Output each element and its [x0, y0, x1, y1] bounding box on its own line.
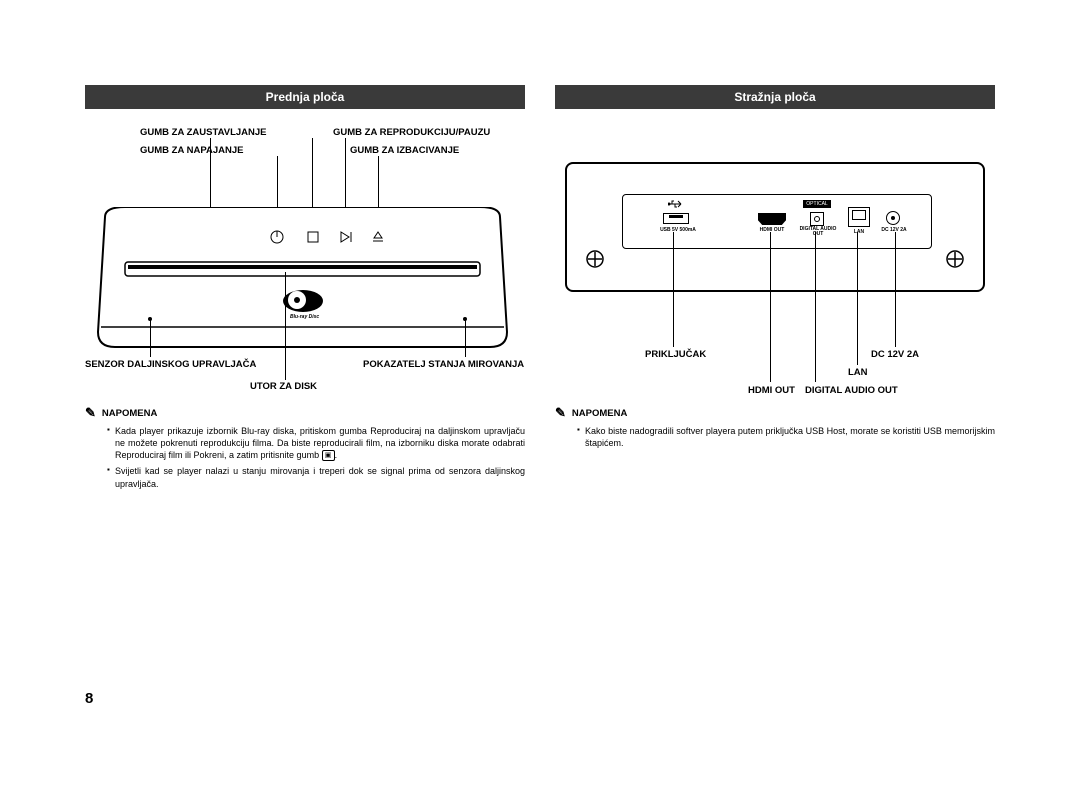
- front-panel-section: Prednja ploča GUMB ZA ZAUSTAVLJANJE GUMB…: [85, 85, 525, 494]
- device-rear-illustration: USB 5V 500mA HDMI OUT OPTICAL DIGITAL AU…: [565, 162, 985, 292]
- label-hdmi-out: HDMI OUT: [748, 385, 795, 396]
- note-item: Kada player prikazuje izbornik Blu-ray d…: [107, 425, 525, 461]
- label-remote-sensor: SENZOR DALJINSKOG UPRAVLJAČA: [85, 359, 256, 370]
- label-connector: PRIKLJUČAK: [645, 349, 706, 360]
- port-label-usb: USB 5V 500mA: [653, 227, 703, 233]
- port-label-dc: DC 12V 2A: [876, 227, 912, 233]
- rear-diagram: USB 5V 500mA HDMI OUT OPTICAL DIGITAL AU…: [555, 127, 995, 387]
- port-label-lan: LAN: [848, 229, 870, 235]
- rear-notes: ✎ NAPOMENA Kako biste nadogradili softve…: [555, 405, 995, 449]
- note-item: Kako biste nadogradili softver playera p…: [577, 425, 995, 449]
- port-label-optical: OPTICAL: [803, 200, 831, 208]
- port-label-digital: DIGITAL AUDIO OUT: [798, 227, 838, 237]
- rear-panel-title: Stražnja ploča: [555, 85, 995, 109]
- front-diagram: GUMB ZA ZAUSTAVLJANJE GUMB ZA REPRODUKCI…: [85, 127, 525, 387]
- label-standby-indicator: POKAZATELJ STANJA MIROVANJA: [363, 359, 524, 370]
- page-number: 8: [85, 690, 93, 707]
- front-panel-title: Prednja ploča: [85, 85, 525, 109]
- label-disc-slot: UTOR ZA DISK: [250, 381, 317, 392]
- notes-title-left: NAPOMENA: [102, 408, 157, 419]
- label-stop-button: GUMB ZA ZAUSTAVLJANJE: [140, 127, 267, 138]
- label-digital-audio-out: DIGITAL AUDIO OUT: [805, 385, 898, 396]
- note-item: Svijetli kad se player nalazi u stanju m…: [107, 465, 525, 489]
- label-lan: LAN: [848, 367, 868, 378]
- port-label-hdmi: HDMI OUT: [751, 227, 793, 233]
- label-power-button: GUMB ZA NAPAJANJE: [140, 145, 243, 156]
- svg-text:Blu-ray Disc: Blu-ray Disc: [290, 314, 319, 320]
- rear-panel-section: Stražnja ploča USB 5V 500mA HDMI OUT: [555, 85, 995, 494]
- front-notes: ✎ NAPOMENA Kada player prikazuje izborni…: [85, 405, 525, 490]
- note-icon: ✎: [555, 405, 566, 421]
- label-play-pause-button: GUMB ZA REPRODUKCIJU/PAUZU: [333, 127, 490, 138]
- label-dc: DC 12V 2A: [871, 349, 919, 360]
- device-front-illustration: Blu-ray Disc: [95, 207, 510, 352]
- notes-title-right: NAPOMENA: [572, 408, 627, 419]
- note-icon: ✎: [85, 405, 96, 421]
- label-eject-button: GUMB ZA IZBACIVANJE: [350, 145, 459, 156]
- enter-button-icon: ▣: [322, 450, 335, 461]
